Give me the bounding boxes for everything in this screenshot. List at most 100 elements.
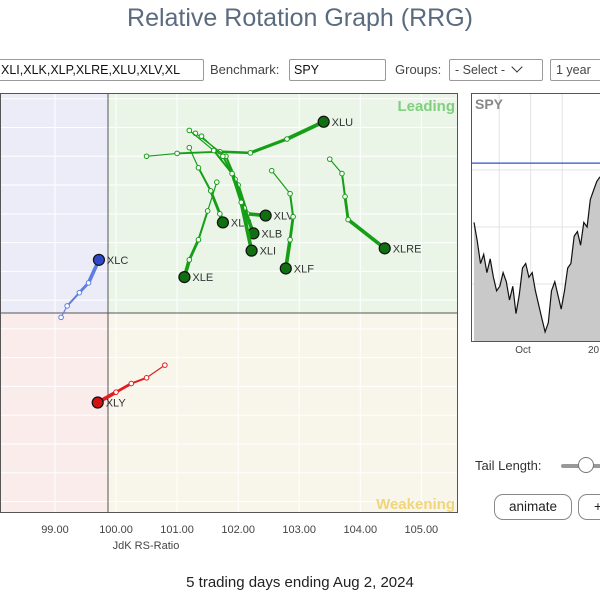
tail-point: [290, 213, 296, 220]
tail-point: [220, 153, 226, 160]
tail-segment: [212, 149, 234, 175]
tail-point: [287, 190, 293, 197]
tail-point: [174, 150, 180, 157]
tail-segment: [66, 291, 81, 307]
tail-point: [198, 133, 205, 139]
spy-chart-title: SPY: [475, 96, 504, 112]
x-tick-label: 104.00: [343, 524, 377, 536]
tail-point: [217, 211, 223, 217]
x-tick-label: 101.00: [160, 524, 194, 536]
tail-segment: [248, 137, 289, 155]
series-label: XLY: [106, 398, 127, 410]
quadrant-weakening: [108, 313, 458, 513]
series-xlf[interactable]: XLF: [268, 167, 314, 275]
series-label: XLRE: [393, 243, 422, 255]
tail-point: [186, 257, 193, 263]
series-xli[interactable]: XLI: [186, 127, 277, 258]
tail-point: [287, 236, 293, 243]
tail-point: [85, 280, 92, 286]
tail-point: [128, 380, 135, 387]
benchmark-input[interactable]: SPY: [289, 59, 386, 81]
tail-segment: [288, 215, 295, 242]
tail-point: [143, 153, 150, 160]
tail-length-label: Tail Length:: [475, 458, 542, 473]
tail-point: [213, 179, 220, 185]
period-select[interactable]: 1 year: [550, 59, 600, 81]
rrg-x-ticks: 99.00 100.00 101.00 102.00 103.00 104.00 105.0…: [41, 524, 438, 536]
quadrant-lagging: [0, 313, 108, 513]
groups-select-value: - Select -: [455, 63, 506, 77]
animate-button[interactable]: animate: [494, 494, 572, 520]
series-head-point[interactable]: [92, 253, 106, 266]
series-xlv[interactable]: XLV: [192, 130, 294, 223]
series-label: XLI: [260, 246, 277, 258]
rrg-series-layer: XLU XLRE XLV XLP XLB XLI XLF XLE XLC XLY: [58, 115, 422, 410]
series-xly[interactable]: XLY: [91, 362, 168, 410]
symbols-input[interactable]: XLI,XLK,XLP,XLRE,XLU,XLV,XL: [0, 59, 204, 81]
tail-segment: [289, 192, 295, 218]
tail-segment: [188, 147, 200, 169]
footer-caption: 5 trading days ending Aug 2, 2024: [186, 574, 414, 591]
x-tick-label: 100.00: [99, 524, 133, 536]
period-select-value: 1 year: [556, 63, 591, 77]
tail-length-slider-handle[interactable]: [578, 457, 594, 473]
tail-segment: [329, 158, 343, 175]
tail-point: [64, 303, 70, 309]
x-tick-label: 105.00: [405, 524, 439, 536]
tail-point: [268, 167, 275, 174]
series-label: XLC: [107, 255, 128, 267]
tail-point: [284, 136, 290, 142]
series-label: XLE: [192, 272, 213, 284]
spy-x-tick-next: 20: [588, 345, 600, 356]
tail-point: [195, 236, 202, 243]
tail-point: [210, 147, 217, 154]
tail-segment: [197, 166, 212, 192]
series-head-point[interactable]: [317, 115, 330, 128]
rrg-chart: Leading Weakening XLU XLRE XLV XLP XLB XLI XLF…: [0, 93, 458, 552]
x-tick-label: 102.00: [221, 524, 255, 536]
series-label: XLU: [332, 117, 353, 129]
tail-point: [247, 150, 254, 156]
x-tick-label: 103.00: [282, 524, 316, 536]
tail-segment: [218, 150, 252, 155]
tail-segment: [207, 181, 218, 212]
tail-segment: [200, 135, 224, 157]
series-head-point[interactable]: [259, 209, 272, 222]
series-label: XLB: [261, 228, 282, 240]
series-xlc[interactable]: XLC: [58, 253, 129, 321]
tail-segment: [343, 195, 350, 222]
series-head-point[interactable]: [378, 242, 391, 255]
series-xlre[interactable]: XLRE: [326, 156, 422, 255]
tail-point: [342, 193, 348, 200]
groups-select[interactable]: - Select -: [449, 59, 543, 81]
tail-segment: [187, 238, 200, 262]
series-head-point[interactable]: [245, 244, 258, 257]
tail-point: [229, 170, 235, 177]
series-head-point[interactable]: [91, 396, 104, 409]
benchmark-label: Benchmark:: [210, 62, 280, 77]
tail-segment: [188, 129, 215, 152]
spy-x-tick-oct: Oct: [515, 345, 531, 356]
series-head-point[interactable]: [279, 262, 292, 275]
tail-segment: [145, 364, 166, 379]
tail-segment: [346, 217, 387, 251]
tail-point: [339, 170, 345, 177]
tail-segment: [230, 172, 243, 204]
spy-price-line: [473, 176, 600, 335]
series-head-point[interactable]: [216, 216, 229, 229]
quadrant-leading: [108, 93, 458, 313]
tail-point: [207, 188, 214, 194]
tail-segment: [271, 170, 291, 195]
tail-point: [113, 389, 119, 395]
secondary-button[interactable]: +: [578, 494, 600, 520]
quadrant-label-weakening: Weakening: [376, 496, 455, 513]
series-xle[interactable]: XLE: [178, 179, 220, 284]
series-head-point[interactable]: [178, 271, 191, 284]
series-xlp[interactable]: XLP: [186, 144, 252, 229]
series-label: XLF: [294, 263, 314, 275]
page-title: Relative Rotation Graph (RRG): [127, 4, 473, 32]
spy-chart: SPY Oct 20: [471, 93, 600, 356]
x-tick-label: 99.00: [41, 524, 69, 536]
tail-point: [143, 374, 150, 381]
tail-point: [162, 362, 168, 368]
